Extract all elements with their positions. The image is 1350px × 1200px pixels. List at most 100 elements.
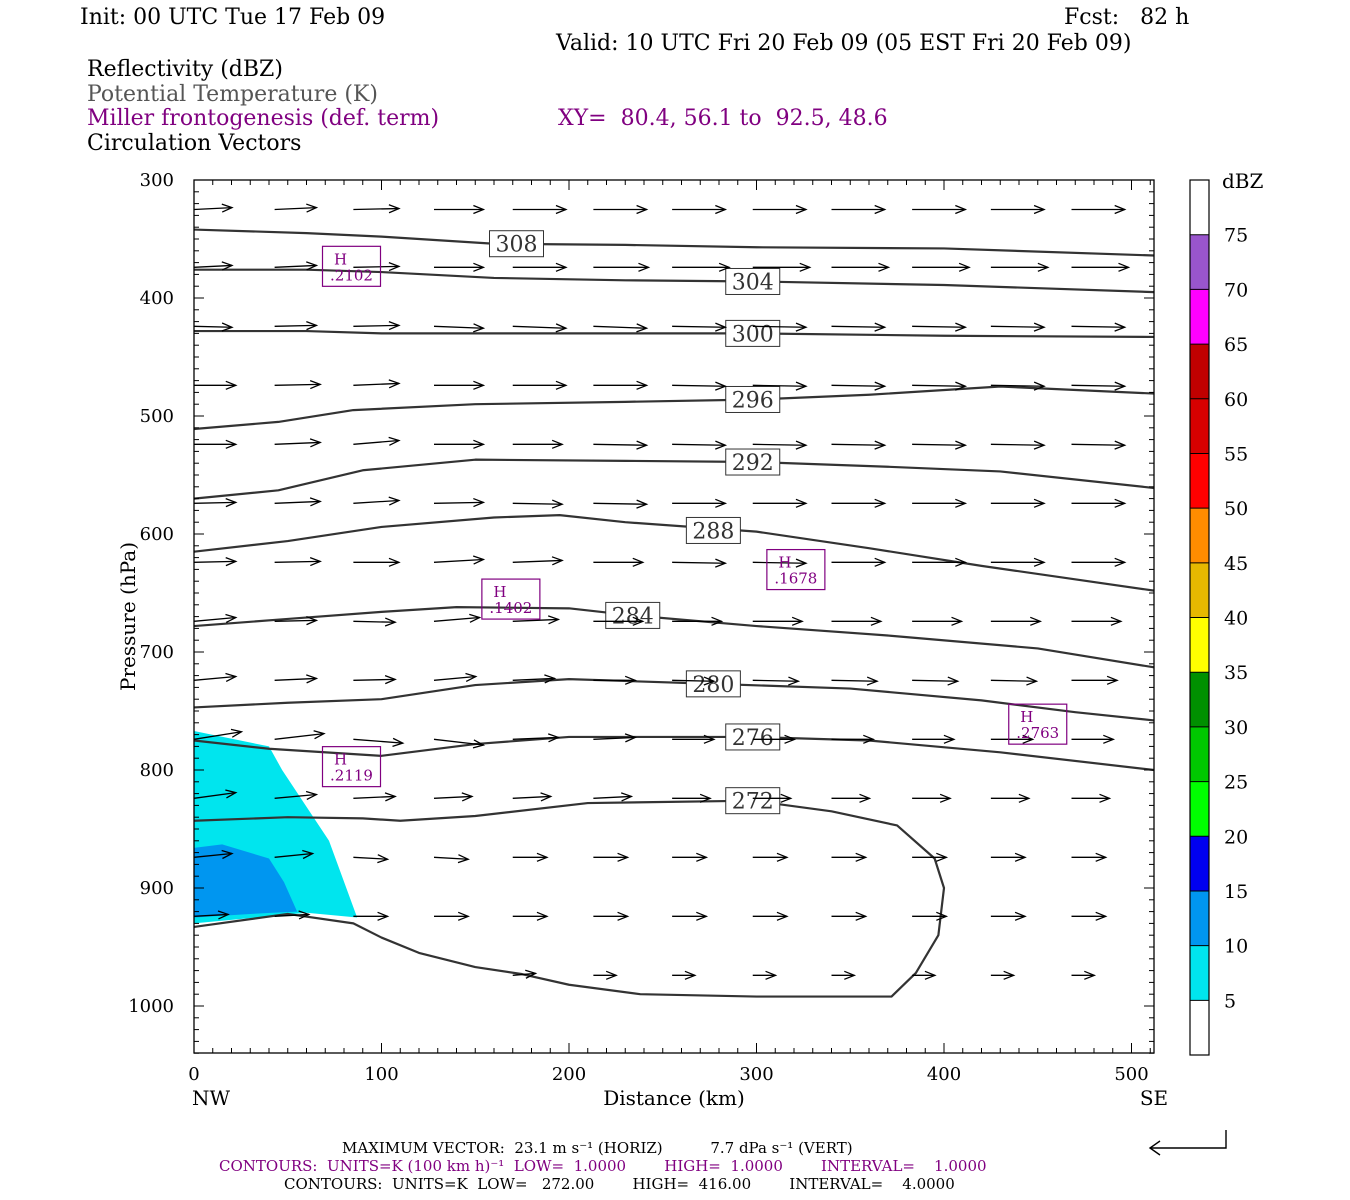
- contours-frontogenesis-info: CONTOURS: UNITS=K (100 km h)⁻¹ LOW= 1.00…: [219, 1157, 987, 1175]
- circulation-vector: [990, 498, 1046, 508]
- colorbar: 5 10 15 20 25 30 35 40 45 50 55 60 65 70 75 dBZ: [1189, 169, 1264, 1056]
- circulation-vector: [672, 204, 728, 215]
- circulation-vector: [274, 910, 311, 920]
- circulation-vector: [593, 380, 649, 390]
- circulation-vector: [193, 261, 234, 271]
- circulation-vector: [990, 204, 1046, 215]
- colorbar-segment: [1190, 836, 1209, 891]
- circulation-vector: [274, 615, 319, 626]
- x-tick-label: 0: [188, 1064, 199, 1085]
- colorbar-segment: [1190, 781, 1209, 837]
- circulation-vector: [912, 676, 960, 686]
- theta-label-276: 276: [725, 723, 781, 751]
- circulation-vector: [274, 379, 322, 390]
- colorbar-level-label: 10: [1224, 936, 1248, 958]
- theta-label-280: 280: [685, 670, 741, 698]
- svg-text:284: 284: [612, 604, 654, 629]
- circulation-vector: [274, 790, 319, 800]
- circulation-vector: [990, 557, 1046, 567]
- circulation-vector: [912, 852, 949, 862]
- y-tick-label: 600: [140, 524, 174, 545]
- circulation-vector: [194, 380, 238, 390]
- circulation-vector: [353, 204, 401, 214]
- circulation-vector: [990, 793, 1031, 803]
- frontogenesis-max-value: .1678: [774, 570, 817, 588]
- field-frontogenesis-label: Miller frontogenesis (def. term): [87, 106, 440, 131]
- reference-vector-icon: [1150, 1130, 1227, 1149]
- y-tick-label: 700: [140, 642, 174, 663]
- circulation-vector: [752, 262, 812, 272]
- circulation-vector: [752, 911, 789, 921]
- circulation-vector: [912, 970, 937, 980]
- theta-contour-276: [193, 735, 1155, 772]
- x-tick-label: 500: [1114, 1064, 1148, 1085]
- circulation-vector: [593, 792, 634, 802]
- colorbar-level-label: 15: [1224, 881, 1248, 903]
- frontogenesis-max-box: H.1402: [481, 578, 541, 620]
- circulation-vector: [752, 322, 808, 332]
- circulation-vector: [831, 793, 872, 803]
- circulation-vector: [831, 557, 887, 567]
- svg-text:292: 292: [732, 451, 774, 476]
- circulation-vector: [831, 498, 887, 508]
- circulation-vector: [831, 970, 857, 980]
- colorbar-segment: [1190, 945, 1209, 1001]
- circulation-vector: [1071, 911, 1108, 921]
- theta-label-272: 272: [725, 787, 781, 815]
- circulation-vector: [512, 911, 549, 921]
- circulation-vector: [672, 558, 728, 568]
- circulation-vector: [912, 557, 968, 567]
- circulation-vector: [672, 793, 712, 803]
- cross-section-endpoints-label: XY= 80.4, 56.1 to 92.5, 48.6: [558, 106, 888, 131]
- theta-contour-284: [193, 606, 1155, 669]
- circulation-vector: [434, 911, 470, 921]
- theta-label-300: 300: [725, 319, 781, 347]
- colorbar-segment: [1190, 344, 1209, 399]
- circulation-vector: [752, 676, 801, 686]
- circulation-vector: [593, 675, 637, 685]
- colorbar-segment: [1190, 672, 1209, 727]
- theta-contour-292: [193, 458, 1155, 500]
- circulation-vector: [193, 728, 244, 740]
- svg-text:276: 276: [732, 726, 774, 751]
- field-theta-label: Potential Temperature (K): [87, 82, 378, 107]
- circulation-vector: [193, 203, 234, 213]
- circulation-vector: [353, 436, 401, 446]
- colorbar-segment: [1190, 562, 1209, 618]
- circulation-vector: [990, 616, 1043, 626]
- circulation-vector: [1071, 852, 1108, 862]
- circulation-vector: [752, 204, 808, 215]
- circulation-vector: [512, 556, 564, 566]
- reference-vector-arrow: [1148, 1130, 1227, 1156]
- circulation-vector: [593, 440, 649, 450]
- field-reflectivity-label: Reflectivity (dBZ): [87, 57, 283, 82]
- circulation-vector: [274, 730, 326, 740]
- reflectivity-layer: [194, 731, 358, 924]
- circulation-vector: [831, 616, 883, 626]
- circulation-vector: [512, 439, 564, 449]
- forecast-hour-label: Fcst: 82 h: [1064, 5, 1190, 30]
- colorbar-level-label: 65: [1224, 334, 1248, 356]
- reference-vector-head-icon: [1148, 1140, 1161, 1156]
- circulation-vector: [353, 674, 397, 685]
- circulation-vector: [512, 852, 549, 862]
- circulation-vector: [434, 380, 486, 390]
- frontogenesis-max-letter: H: [493, 583, 506, 601]
- circulation-vector: [512, 792, 553, 802]
- circulation-vector: [353, 617, 397, 627]
- circulation-vector: [990, 734, 1035, 744]
- circulation-vector: [1071, 262, 1131, 272]
- circulation-vector: [433, 738, 486, 749]
- circulation-vector: [752, 440, 808, 450]
- circulation-vector: [593, 499, 649, 509]
- y-axis-title: Pressure (hPa): [116, 542, 140, 691]
- circulation-vector: [433, 613, 482, 623]
- y-tick-label: 800: [140, 760, 174, 781]
- reflectivity-area-10-15: [194, 844, 298, 918]
- circulation-vector: [672, 734, 716, 744]
- circulation-vector: [512, 674, 557, 684]
- x-tick-label: 400: [927, 1064, 961, 1085]
- circulation-vector: [512, 262, 568, 272]
- circulation-vector: [831, 204, 887, 215]
